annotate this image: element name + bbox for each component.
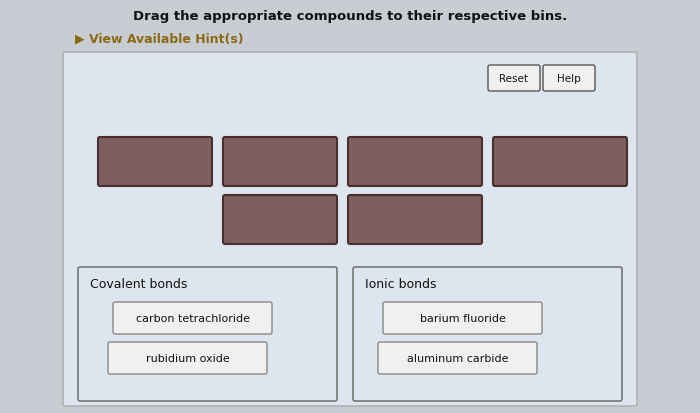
FancyBboxPatch shape <box>63 53 637 406</box>
FancyBboxPatch shape <box>383 302 542 334</box>
Text: Help: Help <box>557 74 581 84</box>
FancyBboxPatch shape <box>223 138 337 187</box>
Text: Drag the appropriate compounds to their respective bins.: Drag the appropriate compounds to their … <box>133 10 567 23</box>
Text: carbon tetrachloride: carbon tetrachloride <box>136 313 249 323</box>
Text: Reset: Reset <box>500 74 528 84</box>
FancyBboxPatch shape <box>78 267 337 401</box>
FancyBboxPatch shape <box>223 195 337 244</box>
FancyBboxPatch shape <box>113 302 272 334</box>
Text: barium fluoride: barium fluoride <box>419 313 505 323</box>
Text: aluminum carbide: aluminum carbide <box>407 353 508 363</box>
Text: ▶ View Available Hint(s): ▶ View Available Hint(s) <box>75 32 244 45</box>
FancyBboxPatch shape <box>493 138 627 187</box>
FancyBboxPatch shape <box>488 66 540 92</box>
FancyBboxPatch shape <box>348 195 482 244</box>
Text: rubidium oxide: rubidium oxide <box>146 353 230 363</box>
FancyBboxPatch shape <box>98 138 212 187</box>
FancyBboxPatch shape <box>348 138 482 187</box>
FancyBboxPatch shape <box>378 342 537 374</box>
FancyBboxPatch shape <box>108 342 267 374</box>
FancyBboxPatch shape <box>353 267 622 401</box>
Text: Covalent bonds: Covalent bonds <box>90 277 188 290</box>
Text: Ionic bonds: Ionic bonds <box>365 277 437 290</box>
FancyBboxPatch shape <box>543 66 595 92</box>
